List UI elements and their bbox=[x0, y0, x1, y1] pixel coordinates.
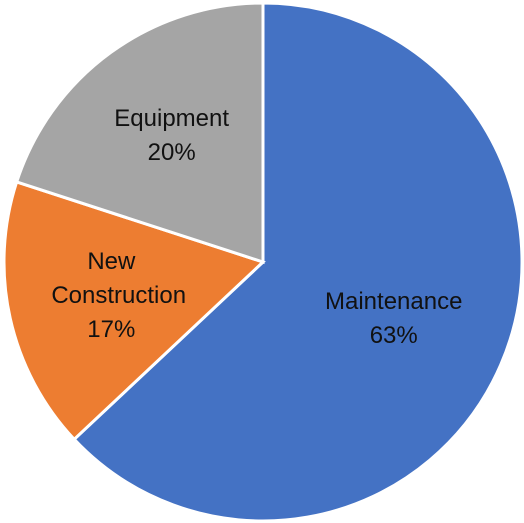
pie-slice bbox=[2, 180, 266, 442]
data-label: New Construction 17% bbox=[36, 245, 186, 347]
category-label: Maintenance bbox=[325, 287, 463, 315]
category-label: New Construction bbox=[51, 247, 187, 309]
data-label: Maintenance 63% bbox=[319, 285, 469, 353]
data-label: Equipment 20% bbox=[97, 102, 247, 170]
category-label: Equipment bbox=[114, 105, 230, 133]
value-label: 20% bbox=[147, 139, 196, 167]
value-label: 63% bbox=[369, 321, 418, 349]
pie-slice bbox=[72, 1, 524, 523]
pie-slice bbox=[14, 1, 265, 265]
value-label: 17% bbox=[87, 315, 136, 343]
